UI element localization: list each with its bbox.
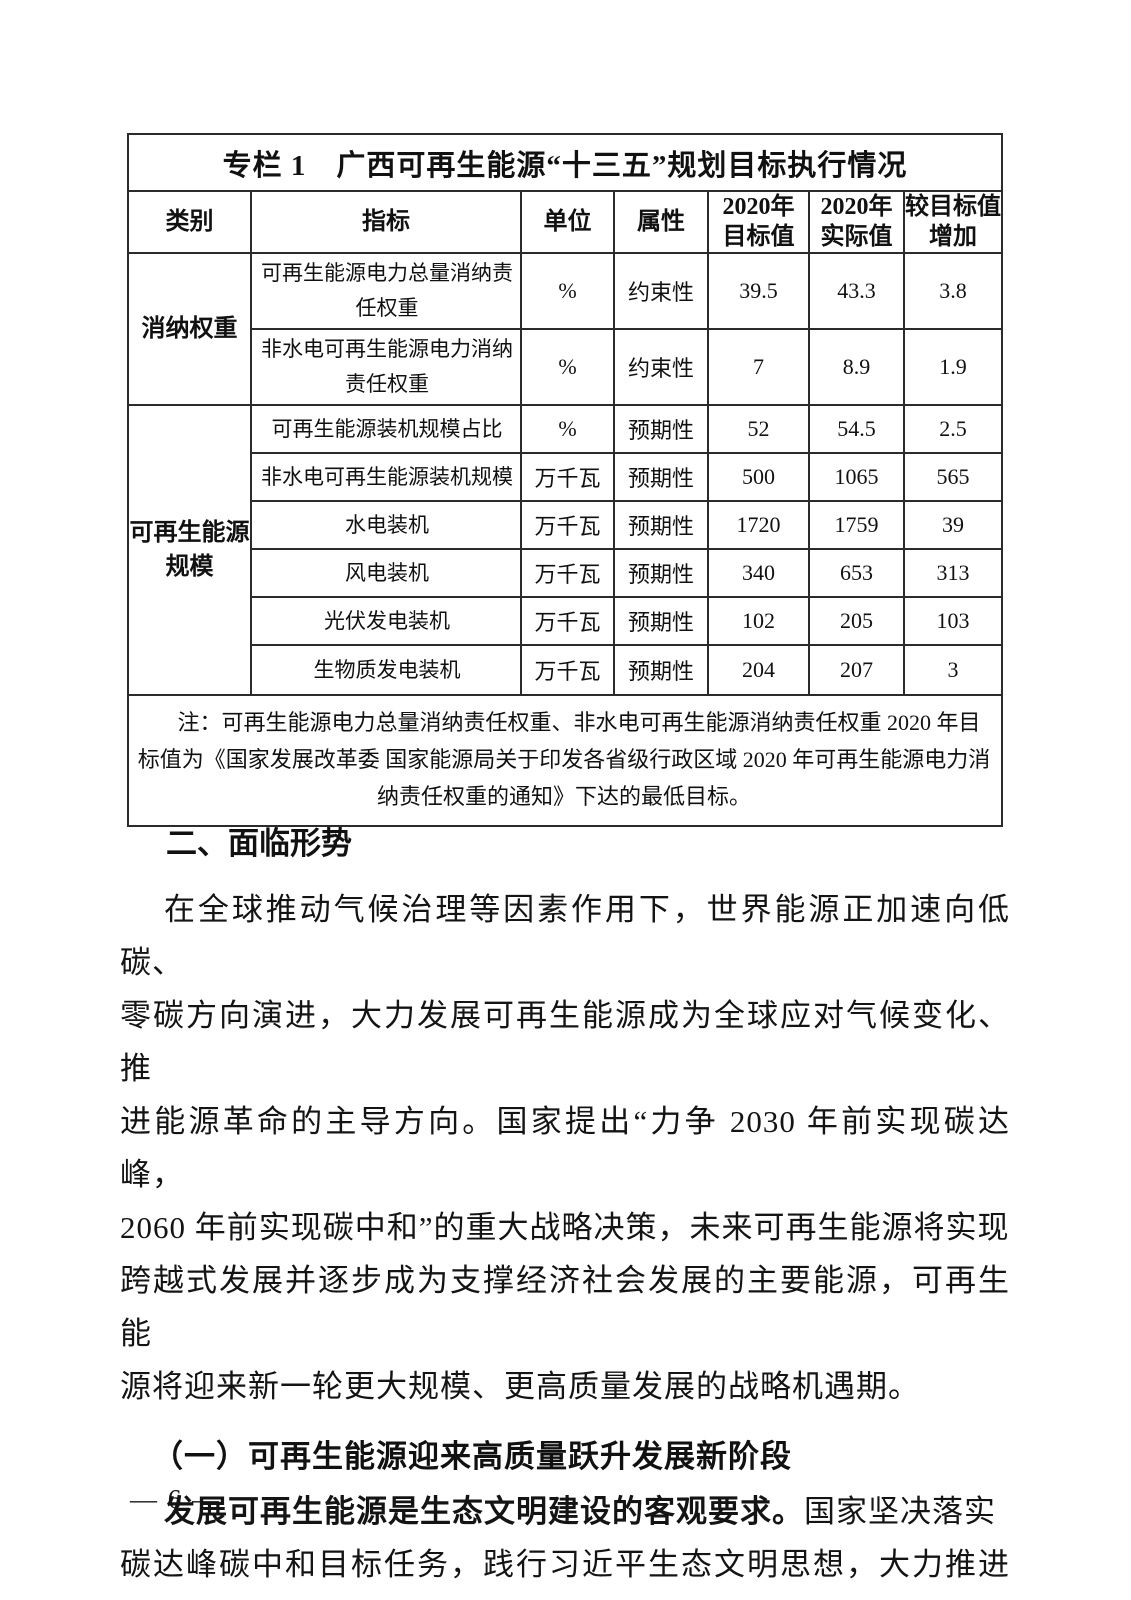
actual-value: 205 [808,596,905,646]
paragraph-eco-civilization: 发展可再生能源是生态文明建设的客观要求。国家坚决落实 碳达峰碳中和目标任务，践行… [120,1485,1010,1600]
section-heading: 二、面临形势 [166,826,352,861]
table-row: 非水电可再生能源电力消纳责任权重 % 约束性 7 8.9 1.9 [128,328,1003,406]
actual-value: 54.5 [808,404,905,454]
indicator-label: 生物质发电装机 [250,644,522,696]
actual-value: 1759 [808,500,905,550]
indicator-label: 光伏发电装机 [250,596,522,646]
table-row: 水电装机 万千瓦 预期性 1720 1759 39 [128,500,1003,550]
indicator-label: 非水电可再生能源电力消纳责任权重 [250,328,522,406]
target-value: 102 [707,596,810,646]
unit-value: 万千瓦 [520,548,615,598]
unit-value: 万千瓦 [520,596,615,646]
attribute-value: 预期性 [613,596,709,646]
header-unit: 单位 [520,190,615,254]
unit-value: % [520,252,615,330]
actual-value: 43.3 [808,252,905,330]
target-value: 7 [707,328,810,406]
table-row: 消纳权重 可再生能源电力总量消纳责任权重 % 约束性 39.5 43.3 3.8 [127,252,1003,406]
header-actual-2020: 2020年 实际值 [808,190,905,254]
table-note: 注：可再生能源电力总量消纳责任权重、非水电可再生能源消纳责任权重 2020 年目… [127,694,1003,827]
increase-value: 103 [903,596,1003,646]
indicator-label: 非水电可再生能源装机规模 [250,452,522,502]
header-target-2020: 2020年 目标值 [707,190,810,254]
table-row: 光伏发电装机 万千瓦 预期性 102 205 103 [128,596,1003,646]
increase-value: 39 [903,500,1003,550]
page-number: — 6 — [130,1484,221,1514]
actual-value: 207 [808,644,905,696]
unit-value: 万千瓦 [520,644,615,696]
indicator-label: 可再生能源装机规模占比 [250,404,522,454]
attribute-value: 预期性 [613,452,709,502]
target-value: 204 [707,644,810,696]
unit-value: % [520,328,615,406]
table-header-row: 类别 指标 单位 属性 2020年 目标值 2020年 实际值 较目标值 增加 [127,190,1003,254]
increase-value: 313 [903,548,1003,598]
attribute-value: 约束性 [613,328,709,406]
sub-heading: （一）可再生能源迎来高质量跃升发展新阶段 [152,1439,792,1474]
table-row: 非水电可再生能源装机规模 万千瓦 预期性 500 1065 565 [128,452,1003,502]
indicator-label: 水电装机 [250,500,522,550]
attribute-value: 预期性 [613,500,709,550]
attribute-value: 约束性 [613,252,709,330]
body-text-block: 二、面临形势 在全球推动气候治理等因素作用下，世界能源正加速向低碳、 零碳方向演… [120,822,1010,1600]
header-increase: 较目标值 增加 [903,190,1003,254]
attribute-value: 预期性 [613,548,709,598]
target-value: 340 [707,548,810,598]
header-indicator: 指标 [250,190,522,254]
increase-value: 1.9 [903,328,1003,406]
target-value: 500 [707,452,810,502]
paragraph-rest: 国家坚决落实 碳达峰碳中和目标任务，践行习近平生态文明思想，大力推进能 源革命向… [120,1494,1010,1582]
increase-value: 2.5 [903,404,1003,454]
attribute-value: 预期性 [613,404,709,454]
paragraph-lead-bold: 发展可再生能源是生态文明建设的客观要求。 [164,1494,804,1529]
plan-targets-table: 专栏 1 广西可再生能源“十三五”规划目标执行情况 类别 指标 单位 属性 20… [127,133,1003,827]
unit-value: % [520,404,615,454]
table-title: 专栏 1 广西可再生能源“十三五”规划目标执行情况 [127,133,1003,192]
increase-value: 565 [903,452,1003,502]
actual-value: 1065 [808,452,905,502]
table-row: 风电装机 万千瓦 预期性 340 653 313 [128,548,1003,598]
header-attribute: 属性 [613,190,709,254]
actual-value: 653 [808,548,905,598]
unit-value: 万千瓦 [520,452,615,502]
target-value: 39.5 [707,252,810,330]
indicator-label: 风电装机 [250,548,522,598]
category-consumption-weight: 消纳权重 [127,252,252,406]
actual-value: 8.9 [808,328,905,406]
increase-value: 3 [903,644,1003,696]
increase-value: 3.8 [903,252,1003,330]
table-title-row: 专栏 1 广西可再生能源“十三五”规划目标执行情况 [127,133,1003,192]
attribute-value: 预期性 [613,644,709,696]
header-category: 类别 [127,190,252,254]
category-renewable-scale: 可再生能源 规模 [127,404,252,696]
table-row: 生物质发电装机 万千瓦 预期性 204 207 3 [128,644,1003,696]
target-value: 1720 [707,500,810,550]
target-value: 52 [707,404,810,454]
unit-value: 万千瓦 [520,500,615,550]
table-row: 可再生能源 规模 可再生能源装机规模占比 % 预期性 52 54.5 2.5 [127,404,1003,696]
table-note-row: 注：可再生能源电力总量消纳责任权重、非水电可再生能源消纳责任权重 2020 年目… [127,694,1003,827]
paragraph-global-trend: 在全球推动气候治理等因素作用下，世界能源正加速向低碳、 零碳方向演进，大力发展可… [120,892,1010,1404]
indicator-label: 可再生能源电力总量消纳责任权重 [250,252,522,330]
